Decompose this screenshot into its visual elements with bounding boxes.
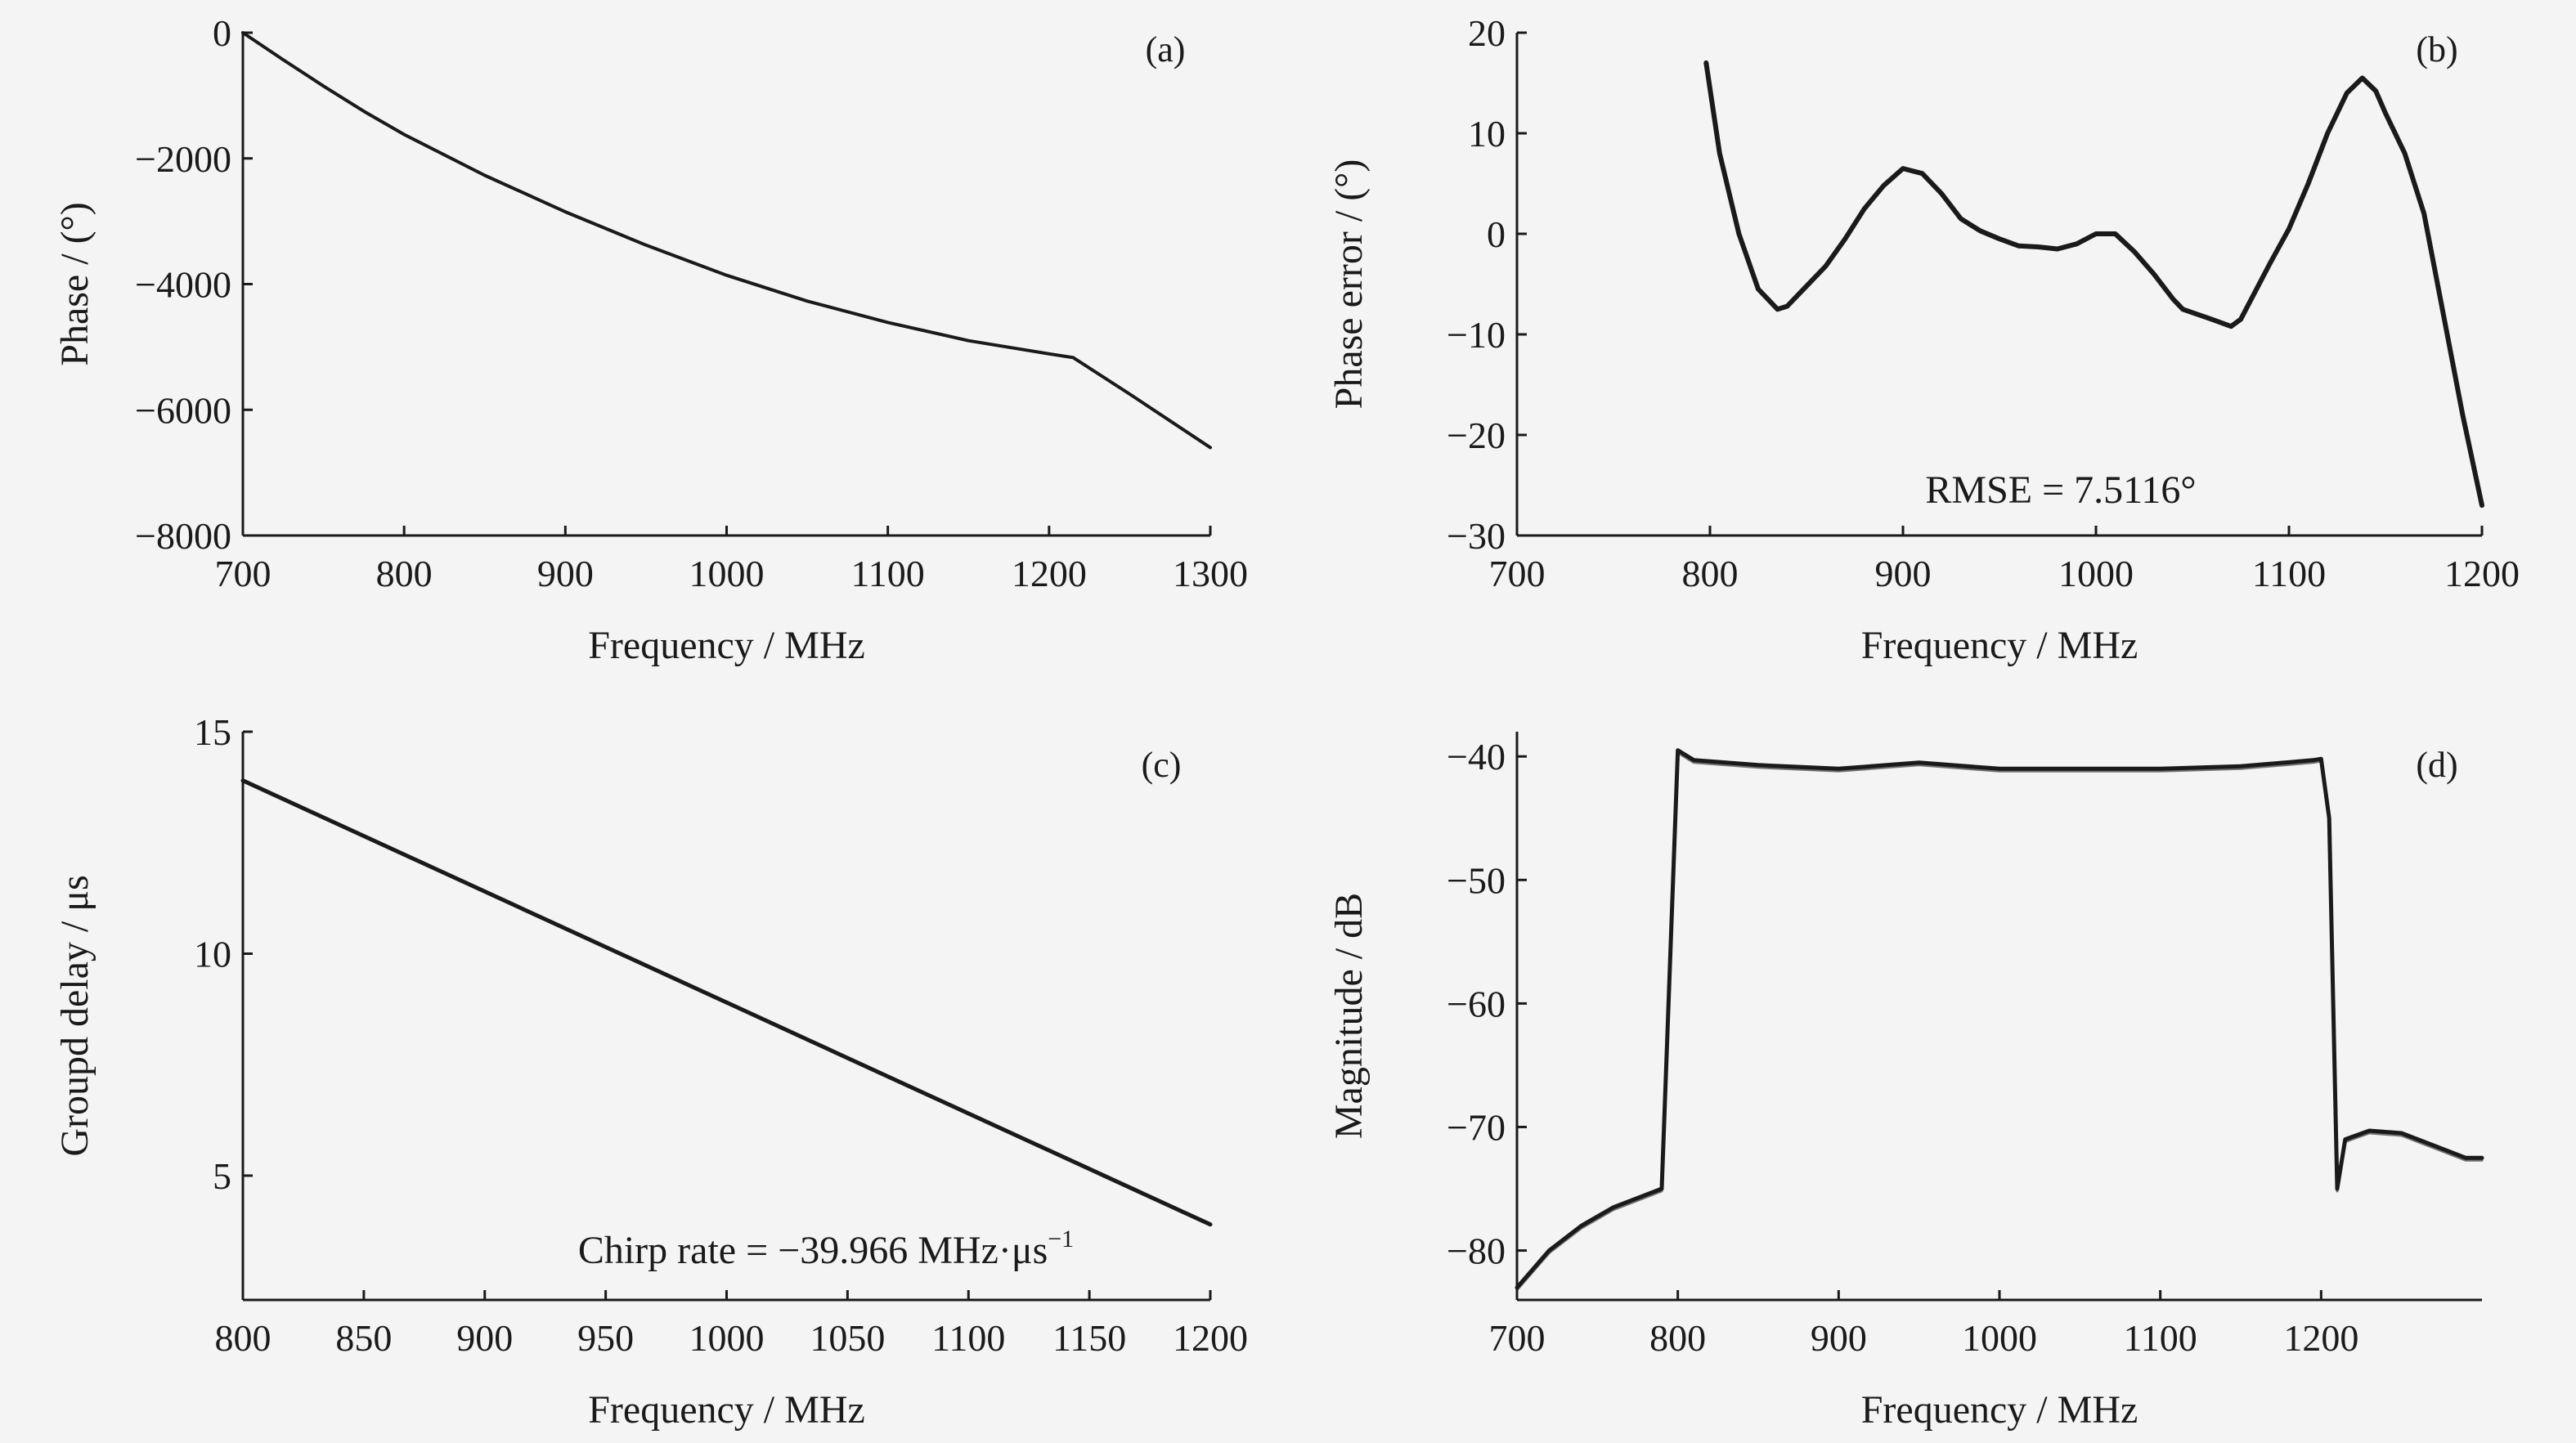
- y-tick-label: 5: [213, 1155, 231, 1197]
- y-axis-label: Groupd delay / μs: [53, 875, 96, 1156]
- series-line: [1515, 748, 2484, 1290]
- panel-b: 700 800 900 1000 1100 1200 20 10 0 −10 −20 −30 Frequ…: [1327, 12, 2520, 667]
- annotation-superscript: −1: [1048, 1226, 1074, 1253]
- x-tick-label: 900: [456, 1317, 513, 1359]
- x-tick-label: 900: [1811, 1317, 1867, 1359]
- x-tick-label: 800: [1682, 553, 1739, 594]
- annotation: Chirp rate = −39.966 MHz·μs−1: [578, 1226, 1074, 1272]
- panel-c: 800 850 900 950 1000 1050 1100 1150 1200 15 10 5 Fre…: [53, 711, 1248, 1432]
- x-tick-label: 1050: [810, 1317, 885, 1359]
- x-tick-label: 1000: [689, 553, 765, 594]
- y-tick-label: 20: [1468, 12, 1506, 54]
- x-tick-label: 1100: [2252, 553, 2326, 594]
- x-tick-label: 1200: [1173, 1317, 1248, 1359]
- x-tick-label: 1200: [1012, 553, 1087, 594]
- annotation-text: RMSE = 7.5116°: [1925, 468, 2196, 512]
- panel-d: 700 800 900 1000 1100 1200 −40 −50 −60 −70 −80 Freq…: [1327, 732, 2484, 1432]
- x-tick-label: 800: [215, 1317, 272, 1359]
- panel-tag: (c): [1142, 745, 1182, 785]
- annotation: RMSE = 7.5116°: [1925, 468, 2196, 512]
- x-tick-label: 900: [1875, 553, 1932, 594]
- x-tick-label: 800: [376, 553, 433, 594]
- y-axis-label: Phase error / (°): [1327, 159, 1371, 410]
- x-tick-label: 800: [1649, 1317, 1706, 1359]
- series-line: [241, 31, 1212, 450]
- y-tick-label: −80: [1447, 1230, 1506, 1272]
- y-tick-label: −4000: [135, 264, 231, 306]
- x-tick-label: 700: [1489, 553, 1546, 594]
- x-tick-label: 1000: [689, 1317, 765, 1359]
- y-tick-label: 10: [194, 933, 231, 975]
- y-tick-label: 0: [1487, 213, 1506, 255]
- x-tick-label: 1100: [2124, 1317, 2197, 1359]
- panel-tag: (d): [2416, 745, 2457, 785]
- panel-tag: (a): [1146, 29, 1186, 69]
- panel-tag: (b): [2416, 29, 2457, 69]
- x-tick-label: 700: [215, 553, 272, 594]
- x-tick-label: 1000: [2058, 553, 2134, 594]
- series-line-shadow: [1515, 751, 2484, 1292]
- y-tick-label: −10: [1447, 314, 1506, 356]
- y-tick-label: 10: [1468, 113, 1506, 155]
- x-tick-label: 850: [335, 1317, 392, 1359]
- x-tick-label: 900: [537, 553, 594, 594]
- x-tick-label: 700: [1489, 1317, 1546, 1359]
- x-axis-label: Frequency / MHz: [1861, 1388, 2138, 1432]
- x-tick-label: 950: [577, 1317, 634, 1359]
- y-tick-label: 0: [213, 12, 231, 54]
- x-tick-label: 1200: [2444, 553, 2520, 594]
- y-tick-label: 15: [194, 711, 231, 753]
- x-axis-label: Frequency / MHz: [1861, 624, 2138, 667]
- y-tick-label: −70: [1447, 1106, 1506, 1148]
- y-tick-label: −30: [1447, 515, 1506, 557]
- x-tick-label: 1100: [851, 553, 925, 594]
- y-axis-label: Magnitude / dB: [1327, 893, 1371, 1139]
- y-tick-label: −50: [1447, 859, 1506, 901]
- x-tick-label: 1150: [1052, 1317, 1126, 1359]
- y-tick-label: −2000: [135, 138, 231, 180]
- y-tick-label: −8000: [135, 515, 231, 557]
- y-tick-label: −40: [1447, 736, 1506, 778]
- x-tick-label: 1200: [2283, 1317, 2358, 1359]
- series-line: [1703, 60, 2484, 509]
- x-tick-label: 1100: [931, 1317, 1005, 1359]
- y-tick-label: −60: [1447, 983, 1506, 1024]
- x-tick-label: 1000: [1962, 1317, 2037, 1359]
- series-line: [240, 778, 1213, 1227]
- panel-a: 700 800 900 1000 1100 1200 1300 0 −2000 −4000 −600…: [53, 12, 1248, 667]
- y-axis-label: Phase / (°): [53, 202, 96, 365]
- y-tick-label: −6000: [135, 389, 231, 431]
- x-axis-label: Frequency / MHz: [588, 1388, 865, 1432]
- annotation-text: Chirp rate = −39.966 MHz·μs: [578, 1229, 1048, 1272]
- x-tick-label: 1300: [1173, 553, 1248, 594]
- y-tick-label: −20: [1447, 415, 1506, 456]
- x-axis-label: Frequency / MHz: [588, 624, 865, 667]
